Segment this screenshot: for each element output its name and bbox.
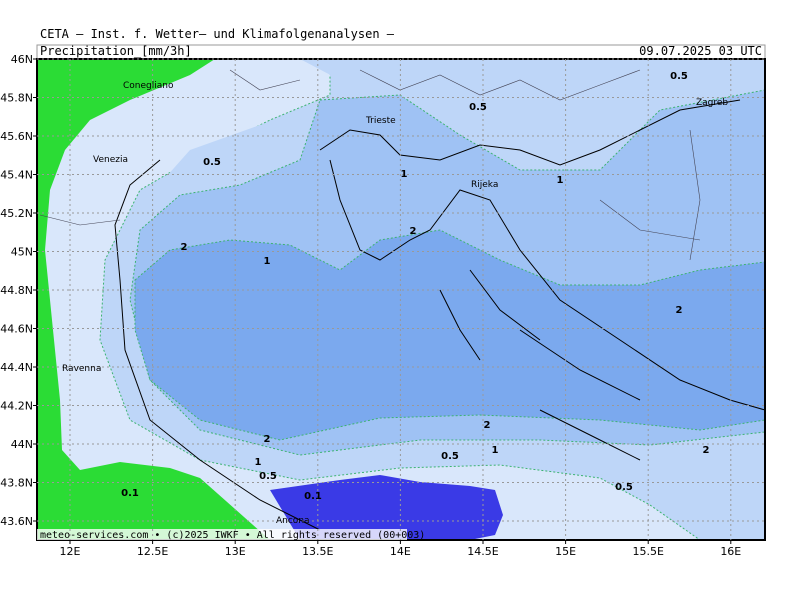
- lon-tick-label: 12.5E: [137, 545, 168, 558]
- precip-heavy: [270, 475, 503, 540]
- contour-label: 0.5: [441, 451, 459, 462]
- lon-tick-label: 15E: [555, 545, 576, 558]
- contour-label: 2: [676, 305, 683, 316]
- lat-tick-label: 46N: [11, 53, 33, 66]
- lat-tick-label: 44N: [11, 438, 33, 451]
- lon-tick-label: 13.5E: [302, 545, 333, 558]
- footer-bg: [37, 529, 407, 540]
- lat-tick-label: 44.8N: [0, 284, 33, 297]
- variable-label: Precipitation_[mm/3h]: [40, 44, 192, 58]
- lat-tick-label: 44.4N: [0, 361, 33, 374]
- lat-tick-label: 44.2N: [0, 400, 33, 413]
- lat-tick-label: 45.2N: [0, 207, 33, 220]
- valid-time: 09.07.2025 03 UTC: [639, 44, 762, 58]
- lat-tick-label: 45.4N: [0, 169, 33, 182]
- contour-label: 2: [264, 434, 271, 445]
- contour-label: 0.5: [259, 471, 277, 482]
- contour-label: 2: [703, 445, 710, 456]
- contour-label: 0.5: [670, 71, 688, 82]
- contour-label: 1: [401, 169, 408, 180]
- map-field: [37, 59, 765, 540]
- contour-label: 1: [557, 175, 564, 186]
- lat-tick-label: 44.6N: [0, 323, 33, 336]
- lon-tick-label: 13E: [225, 545, 246, 558]
- city-label: Rijeka: [471, 180, 498, 190]
- contour-label: 0.1: [121, 488, 139, 499]
- contour-label: 0.5: [203, 157, 221, 168]
- footer: meteo-services.com • (c)2025 IWKF • All …: [40, 530, 425, 541]
- precip-2: [134, 229, 765, 441]
- contour-label: 1: [492, 445, 499, 456]
- lon-tick-label: 16E: [720, 545, 741, 558]
- contour-label: 2: [181, 242, 188, 253]
- lon-tick-label: 14.5E: [467, 545, 498, 558]
- contour-label: 0.1: [304, 491, 322, 502]
- city-label: Ravenna: [62, 364, 101, 374]
- city-label: Ancona: [276, 516, 310, 526]
- borders: [39, 69, 701, 261]
- city-label: Zagreb: [696, 98, 728, 108]
- lon-tick-label: 14E: [390, 545, 411, 558]
- lat-tick-label: 45N: [11, 246, 33, 259]
- lat-tick-label: 43.8N: [0, 477, 33, 490]
- lon-tick-label: 15.5E: [632, 545, 663, 558]
- lat-tick-label: 45.6N: [0, 130, 33, 143]
- lat-tick-label: 45.8N: [0, 92, 33, 105]
- contour-label: 0.5: [615, 482, 633, 493]
- lat-tick-label: 43.6N: [0, 515, 33, 528]
- header-title: CETA – Inst. f. Wetter– und Klimafolgena…: [40, 27, 395, 41]
- contour-label: 0.5: [469, 102, 487, 113]
- city-label: Venezia: [93, 155, 128, 165]
- contour-label: 1: [255, 457, 262, 468]
- islands: [439, 269, 641, 461]
- contour-label: 2: [410, 226, 417, 237]
- city-label: Conegliano: [123, 81, 174, 91]
- dry-area: [37, 59, 270, 540]
- city-label: Trieste: [365, 116, 396, 126]
- lon-tick-label: 12E: [60, 545, 81, 558]
- contour-label: 1: [264, 256, 271, 267]
- contour-label: 2: [484, 420, 491, 431]
- italy-coastline: [114, 159, 321, 531]
